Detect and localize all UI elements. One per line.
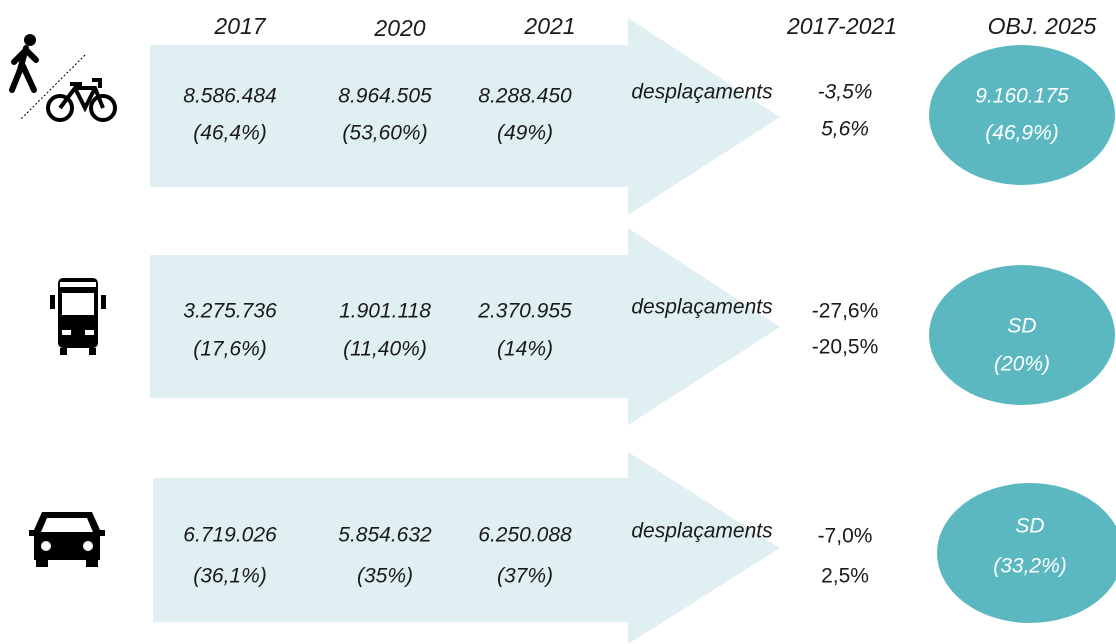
- bus-icon: [50, 278, 106, 355]
- share: (36,1%): [193, 565, 267, 588]
- change: -27,6%: [812, 300, 879, 323]
- header: 2020: [373, 15, 425, 41]
- value: 5.854.632: [338, 524, 432, 547]
- target: 9.160.175: [975, 85, 1069, 108]
- value: 6.719.026: [183, 524, 277, 547]
- share: (49%): [497, 122, 553, 145]
- share: (11,40%): [343, 338, 427, 361]
- share: (17,6%): [193, 338, 267, 361]
- car-icon: [29, 512, 105, 567]
- header: 2017-2021: [786, 13, 897, 39]
- header: OBJ. 2025: [988, 13, 1097, 39]
- target-ellipse: [929, 45, 1115, 185]
- arrow: [150, 228, 780, 425]
- value: 8.964.505: [338, 85, 432, 108]
- target: (20%): [994, 353, 1050, 376]
- share: (14%): [497, 338, 553, 361]
- unit: desplaçaments: [631, 81, 773, 104]
- header: 2021: [523, 13, 575, 39]
- unit: desplaçaments: [631, 520, 773, 543]
- change: -20,5%: [812, 336, 879, 359]
- target: SD: [1007, 315, 1036, 338]
- share: (53,60%): [342, 122, 427, 145]
- target-ellipse: [937, 483, 1116, 623]
- ellipses: [929, 45, 1116, 623]
- change: -7,0%: [818, 525, 873, 548]
- change: 2,5%: [821, 565, 869, 588]
- value: 6.250.088: [478, 524, 572, 547]
- unit: desplaçaments: [631, 296, 773, 319]
- share: (46,4%): [193, 122, 267, 145]
- value: 8.586.484: [183, 85, 276, 108]
- value: 3.275.736: [183, 300, 277, 323]
- header: 2017: [213, 13, 266, 39]
- walk-bike-icon: [9, 34, 117, 122]
- value: 1.901.118: [339, 300, 431, 323]
- value: 2.370.955: [477, 300, 572, 323]
- change: -3,5%: [818, 81, 873, 104]
- target: (46,9%): [985, 122, 1059, 145]
- target: (33,2%): [993, 555, 1067, 578]
- share: (37%): [497, 565, 553, 588]
- target-ellipse: [929, 265, 1115, 405]
- arrow: [153, 452, 780, 644]
- arrow: [150, 18, 780, 215]
- target: SD: [1015, 515, 1044, 538]
- change: 5,6%: [821, 118, 869, 141]
- value: 8.288.450: [478, 85, 572, 108]
- share: (35%): [357, 565, 413, 588]
- arrows: [150, 18, 780, 644]
